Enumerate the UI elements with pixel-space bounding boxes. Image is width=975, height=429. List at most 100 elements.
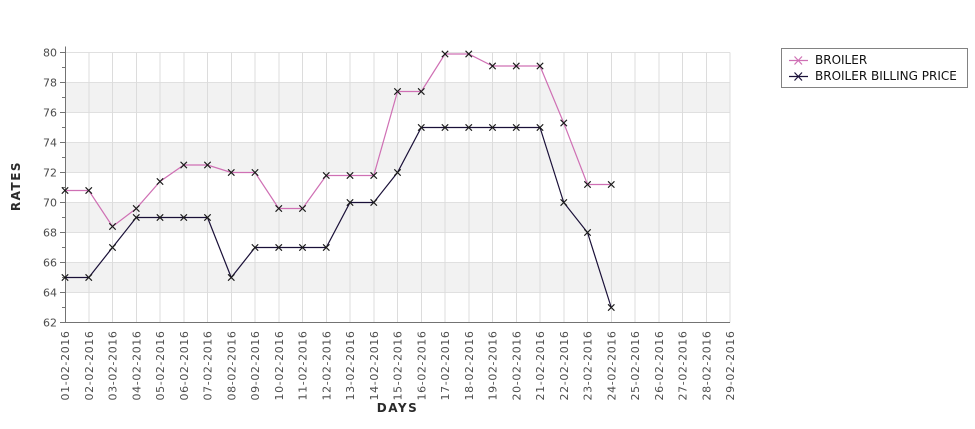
marker-x-icon — [180, 213, 188, 222]
marker-x-icon — [298, 243, 307, 252]
marker-x-icon — [61, 273, 69, 282]
legend-label-broiler: BROILER — [815, 53, 868, 67]
y-tick-label: 68 — [43, 227, 57, 240]
v-gridlines — [88, 52, 731, 323]
marker-x-icon — [393, 168, 402, 177]
x-tick-label: 10-02-2016 — [273, 331, 286, 401]
marker-x-icon — [156, 213, 164, 222]
marker-x-icon — [346, 198, 354, 207]
x-tick-label: 20-02-2016 — [510, 331, 523, 401]
marker-x-icon — [132, 204, 140, 213]
x-tick-label: 26-02-2016 — [653, 331, 666, 401]
marker-x-icon — [275, 243, 283, 252]
marker-x-icon — [346, 171, 354, 180]
marker-x-icon — [488, 123, 497, 132]
broiler-series-marker-icon — [789, 55, 808, 65]
series-markers — [61, 50, 615, 312]
x-tick-labels: 01-02-2016 02-02-2016 03-02-2016 04-02-2016… — [59, 331, 737, 401]
y-ticks: 62 64 66 68 70 72 74 76 78 80 — [43, 47, 65, 330]
x-tick-label: 12-02-2016 — [320, 331, 333, 401]
legend-item-broiler: BROILER — [789, 53, 957, 67]
x-tick-label: 19-02-2016 — [487, 331, 500, 401]
marker-x-icon — [583, 228, 592, 237]
y-tick-label: 78 — [43, 77, 57, 90]
marker-x-icon — [227, 273, 235, 282]
x-tick-label: 13-02-2016 — [344, 331, 357, 401]
x-tick-label: 22-02-2016 — [558, 331, 571, 401]
x-tick-label: 03-02-2016 — [107, 331, 120, 401]
marker-x-icon — [560, 198, 568, 207]
marker-x-icon — [560, 119, 568, 127]
marker-x-icon — [322, 243, 330, 252]
y-tick-label: 74 — [43, 137, 57, 150]
marker-x-icon — [85, 186, 93, 195]
series-line-0 — [65, 53, 612, 228]
x-tick-label: 17-02-2016 — [439, 331, 452, 401]
legend: BROILER BROILER BILLING PRICE — [781, 48, 968, 88]
x-tick-label: 25-02-2016 — [629, 331, 642, 401]
marker-x-icon — [370, 198, 378, 207]
marker-x-icon — [180, 161, 188, 169]
marker-x-icon — [465, 50, 473, 58]
y-tick-label: 72 — [43, 167, 57, 180]
marker-x-icon — [108, 222, 117, 231]
marker-x-icon — [393, 87, 402, 96]
y-tick-label: 70 — [43, 197, 57, 210]
marker-x-icon — [85, 273, 93, 282]
marker-x-icon — [583, 180, 592, 189]
x-tick-label: 27-02-2016 — [677, 331, 690, 401]
x-tick-label: 07-02-2016 — [202, 331, 215, 401]
series-line-1 — [65, 126, 612, 308]
broiler-billing-price-series-marker-icon — [789, 71, 808, 81]
legend-item-broiler-billing-price: BROILER BILLING PRICE — [789, 69, 957, 83]
y-tick-label: 64 — [43, 287, 57, 300]
marker-x-icon — [607, 180, 615, 189]
x-tick-label: 05-02-2016 — [154, 331, 167, 401]
marker-x-icon — [512, 62, 520, 70]
x-tick-label: 11-02-2016 — [297, 331, 310, 401]
x-tick-label: 14-02-2016 — [368, 331, 381, 401]
marker-x-icon — [108, 243, 117, 252]
x-tick-label: 04-02-2016 — [130, 331, 143, 401]
marker-x-icon — [156, 177, 164, 186]
x-tick-label: 02-02-2016 — [83, 331, 96, 401]
marker-x-icon — [203, 161, 212, 169]
y-tick-label: 62 — [43, 317, 57, 330]
x-tick-label: 06-02-2016 — [178, 331, 191, 401]
marker-x-icon — [417, 123, 425, 132]
marker-x-icon — [536, 62, 544, 70]
marker-x-icon — [251, 168, 259, 177]
marker-x-icon — [441, 123, 449, 132]
x-tick-label: 29-02-2016 — [724, 331, 737, 401]
x-tick-label: 01-02-2016 — [59, 331, 72, 401]
marker-x-icon — [417, 87, 425, 96]
marker-x-icon — [298, 204, 307, 213]
marker-x-icon — [203, 213, 212, 222]
marker-x-icon — [536, 123, 544, 132]
marker-x-icon — [275, 204, 283, 213]
x-tick-label: 21-02-2016 — [534, 331, 547, 401]
marker-x-icon — [251, 243, 259, 252]
y-axis-title: RATES — [9, 160, 23, 212]
x-axis-title: DAYS — [376, 401, 419, 415]
marker-x-icon — [607, 303, 615, 312]
marker-x-icon — [61, 186, 69, 195]
x-tick-label: 16-02-2016 — [415, 331, 428, 401]
x-tick-label: 15-02-2016 — [392, 331, 405, 401]
marker-x-icon — [322, 171, 330, 180]
marker-x-icon — [370, 171, 378, 180]
y-tick-label: 76 — [43, 107, 57, 120]
legend-label-broiler-billing-price: BROILER BILLING PRICE — [815, 69, 957, 83]
y-tick-label: 66 — [43, 257, 57, 270]
x-tick-label: 18-02-2016 — [463, 331, 476, 401]
marker-x-icon — [441, 50, 449, 58]
x-tick-label: 28-02-2016 — [700, 331, 713, 401]
marker-x-icon — [465, 123, 473, 132]
x-tick-label: 23-02-2016 — [582, 331, 595, 401]
marker-x-icon — [512, 123, 520, 132]
marker-x-icon — [488, 62, 497, 70]
x-tick-label: 24-02-2016 — [605, 331, 618, 401]
x-tick-label: 09-02-2016 — [249, 331, 262, 401]
